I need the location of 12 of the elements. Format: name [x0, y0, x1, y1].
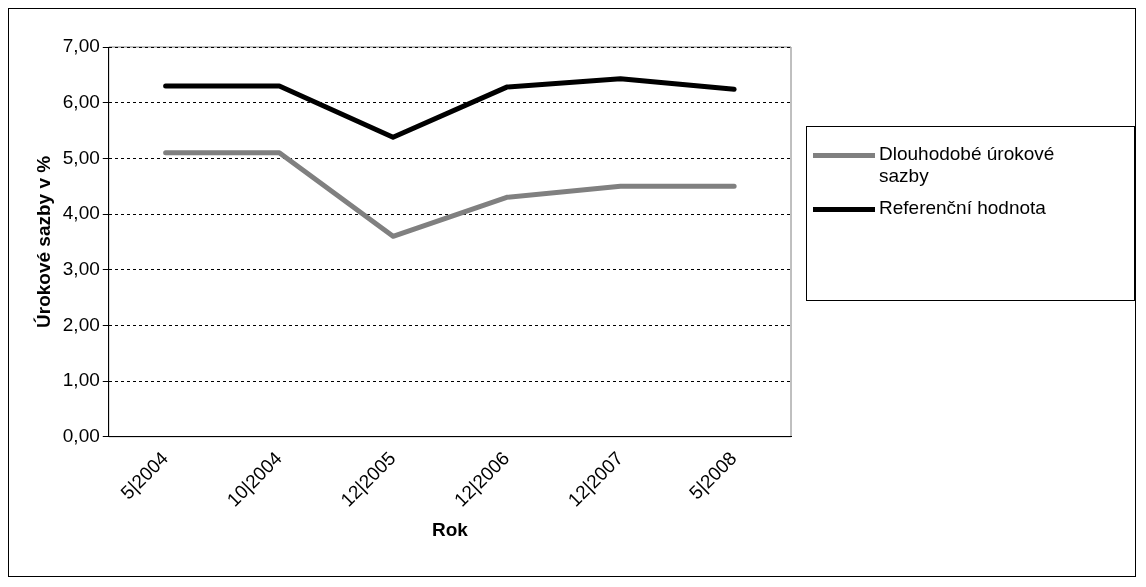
- y-tick-label: 1,00: [62, 369, 100, 391]
- y-tick-label: 2,00: [62, 313, 100, 335]
- y-tick-label: 3,00: [62, 257, 100, 279]
- y-tick-label: 7,00: [62, 35, 100, 57]
- y-tick-label: 6,00: [62, 90, 100, 112]
- legend-label: Referenční hodnota: [879, 197, 1046, 219]
- y-tick-label: 0,00: [62, 424, 100, 446]
- x-axis-title: Rok: [431, 518, 469, 540]
- y-axis-title: Úrokové sazby v %: [32, 155, 54, 328]
- y-tick-label: 5,00: [62, 146, 100, 168]
- y-tick-label: 4,00: [62, 202, 100, 224]
- legend-label: Dlouhodobé úrokové sazby: [879, 143, 1056, 187]
